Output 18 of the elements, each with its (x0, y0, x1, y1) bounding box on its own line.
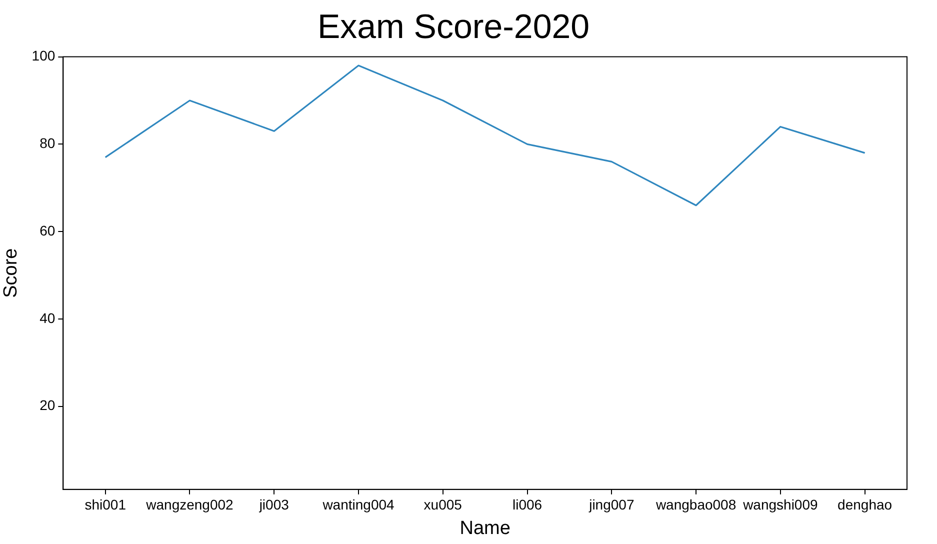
y-tick-label: 60 (40, 222, 56, 238)
x-tick-label: shi001 (84, 496, 126, 513)
x-tick-label: ji003 (258, 496, 290, 513)
y-tick-label: 20 (40, 397, 56, 414)
x-tick-label: jing007 (588, 496, 634, 513)
x-tick-label: xu005 (424, 496, 462, 513)
x-axis-title: Name (460, 518, 510, 539)
chart-title: Exam Score-2020 (317, 8, 590, 46)
y-tick-label: 40 (40, 310, 56, 326)
x-tick-label: wangbao008 (654, 496, 736, 513)
y-axis-title: Score (0, 248, 22, 298)
x-tick-label: wangzeng002 (145, 496, 234, 513)
x-tick-label: wanting004 (322, 496, 395, 513)
y-tick-label: 100 (32, 48, 56, 64)
y-tick-label: 80 (40, 135, 56, 152)
x-tick-label: denghao (838, 496, 892, 513)
x-tick-label: li006 (512, 496, 542, 513)
x-tick-label: wangshi009 (742, 496, 818, 513)
